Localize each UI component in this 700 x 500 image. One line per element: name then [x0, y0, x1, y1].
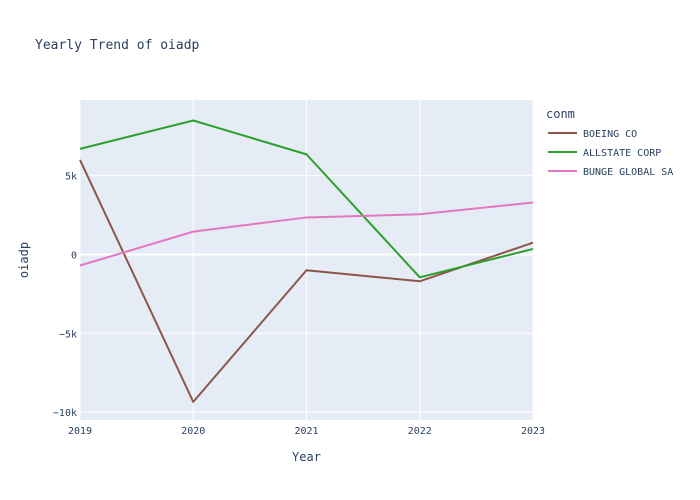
- y-tick-label: 0: [71, 250, 77, 261]
- legend-label: ALLSTATE CORP: [583, 148, 661, 159]
- legend-item[interactable]: BUNGE GLOBAL SA: [548, 167, 673, 178]
- series-line-bunge-global-sa: [79, 201, 534, 267]
- y-tick-label: −10k: [53, 408, 77, 419]
- x-tick-label: 2019: [68, 426, 92, 437]
- y-tick-label: 5k: [65, 172, 77, 183]
- legend: conm BOEING CO ALLSTATE CORP BUNGE GLOBAL …: [546, 107, 673, 178]
- y-tick-label: −5k: [59, 329, 77, 340]
- grid-lines: [79, 100, 534, 420]
- y-axis-ticks: −10k −5k 0 5k: [53, 172, 77, 419]
- x-tick-label: 2020: [181, 426, 205, 437]
- legend-item[interactable]: ALLSTATE CORP: [548, 148, 661, 159]
- legend-items: BOEING CO ALLSTATE CORP BUNGE GLOBAL SA: [548, 129, 673, 178]
- chart-title: Yearly Trend of oiadp: [35, 38, 200, 53]
- legend-label: BOEING CO: [583, 129, 637, 140]
- x-tick-label: 2023: [521, 426, 545, 437]
- series-lines: [79, 119, 534, 403]
- x-tick-label: 2022: [408, 426, 432, 437]
- series-line-allstate-corp: [79, 119, 534, 279]
- x-axis-title: Year: [292, 450, 321, 464]
- legend-title: conm: [546, 107, 575, 121]
- legend-item[interactable]: BOEING CO: [548, 129, 637, 140]
- y-axis-title: oiadp: [17, 242, 31, 278]
- x-tick-label: 2021: [294, 426, 318, 437]
- legend-label: BUNGE GLOBAL SA: [583, 167, 673, 178]
- x-axis-ticks: 2019 2020 2021 2022 2023: [68, 426, 545, 437]
